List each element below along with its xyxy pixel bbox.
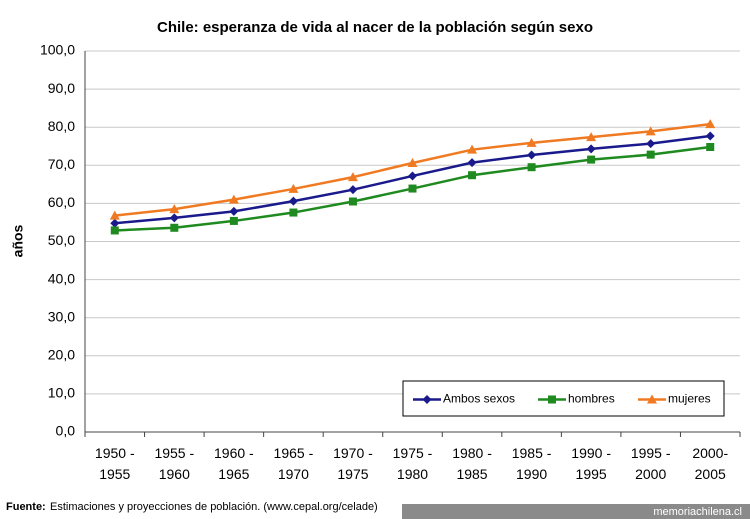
watermark: memoriachilena.cl (653, 506, 742, 518)
data-point (527, 150, 537, 160)
y-tick-label: 50,0 (48, 232, 75, 248)
data-point (169, 204, 180, 214)
x-tick-label: 1995 - 2000 (631, 445, 671, 482)
data-point (468, 171, 477, 180)
y-axis-label: años (10, 224, 26, 257)
y-tick-label: 40,0 (48, 270, 75, 286)
legend-marker (548, 395, 556, 404)
data-point (109, 210, 120, 220)
data-point (408, 171, 417, 181)
data-point (526, 137, 537, 147)
y-tick-label: 60,0 (48, 194, 75, 210)
y-tick-label: 30,0 (48, 308, 75, 324)
x-tick-label-line: 2000 (635, 466, 666, 482)
data-point (229, 216, 238, 225)
x-tick-label: 1975 - 1980 (393, 445, 433, 482)
data-point (586, 144, 596, 154)
data-point (586, 132, 597, 142)
x-tick-label-line: 1965 - (274, 445, 314, 461)
data-point (228, 194, 239, 204)
x-tick-label-line: 1970 - (333, 445, 373, 461)
y-tick-label: 100,0 (40, 42, 75, 58)
data-point (169, 213, 179, 223)
x-tick-label-line: 1985 (456, 466, 487, 482)
x-tick-label-line: 2005 (695, 466, 726, 482)
x-tick-label-line: 1950 - (95, 445, 135, 461)
x-tick-label: 1960 - 1965 (214, 445, 254, 482)
watermark-bar (402, 504, 750, 519)
x-tick-label: 1955 - 1960 (154, 445, 194, 482)
data-point (110, 226, 119, 235)
x-tick-label-line: 1990 (516, 466, 547, 482)
data-point (229, 206, 239, 216)
x-tick-label: 1985 - 1990 (512, 445, 552, 482)
data-point (288, 183, 299, 193)
legend-label: mujeres (668, 392, 711, 406)
legend-marker (422, 395, 432, 404)
x-tick-label-line: 1960 (159, 466, 190, 482)
y-tick-label: 70,0 (48, 156, 75, 172)
y-tick-label: 90,0 (48, 80, 75, 96)
y-tick-label: 10,0 (48, 385, 75, 401)
x-tick-label: 1990 - 1995 (571, 445, 611, 482)
x-tick-label: 1965 - 1970 (274, 445, 314, 482)
source-text: Estimaciones y proyecciones de población… (50, 501, 378, 513)
x-tick-label-line: 1955 - (154, 445, 194, 461)
data-point (645, 126, 656, 136)
x-tick-label-line: 1975 (337, 466, 368, 482)
data-point (646, 139, 656, 149)
data-point (467, 144, 478, 154)
data-point (347, 172, 358, 182)
x-tick-label-line: 1970 (278, 466, 309, 482)
x-tick-label-line: 1980 - (452, 445, 492, 461)
x-tick-label-line: 1990 - (571, 445, 611, 461)
x-tick-label-line: 1975 - (393, 445, 433, 461)
data-point (408, 184, 417, 193)
legend-label: Ambos sexos (443, 392, 515, 406)
y-tick-label: 80,0 (48, 118, 75, 134)
data-point (110, 218, 120, 228)
data-point (348, 197, 357, 206)
data-point (646, 150, 655, 159)
data-point (527, 163, 536, 172)
data-point (289, 208, 298, 217)
legend-label: hombres (568, 392, 615, 406)
x-tick-label: 1970 - 1975 (333, 445, 373, 482)
x-tick-label-line: 1985 - (512, 445, 552, 461)
series-line (114, 122, 711, 217)
data-point (407, 158, 418, 168)
x-tick-label: 1980 - 1985 (452, 445, 492, 482)
data-point (348, 185, 358, 195)
legend-marker (647, 394, 657, 404)
y-tick-label: 20,0 (48, 347, 75, 363)
data-point (587, 155, 596, 164)
x-tick-label-line: 1980 (397, 466, 428, 482)
source-label: Fuente: (6, 501, 46, 513)
x-tick-label-line: 2000- (692, 445, 728, 461)
x-tick-label-line: 1960 - (214, 445, 254, 461)
y-tick-label: 0,0 (56, 423, 76, 439)
x-tick-label-line: 1995 - (631, 445, 671, 461)
x-tick-label: 1950 - 1955 (95, 445, 135, 482)
data-point (467, 158, 477, 168)
data-point (705, 119, 716, 129)
x-tick-label: 2000- 2005 (692, 445, 728, 482)
data-point (705, 131, 715, 141)
data-point (170, 223, 179, 232)
x-tick-label-line: 1995 (576, 466, 607, 482)
chart-title: Chile: esperanza de vida al nacer de la … (157, 19, 593, 36)
x-tick-label-line: 1955 (99, 466, 130, 482)
x-tick-label-line: 1965 (218, 466, 249, 482)
data-point (288, 196, 298, 206)
data-point (706, 143, 715, 152)
